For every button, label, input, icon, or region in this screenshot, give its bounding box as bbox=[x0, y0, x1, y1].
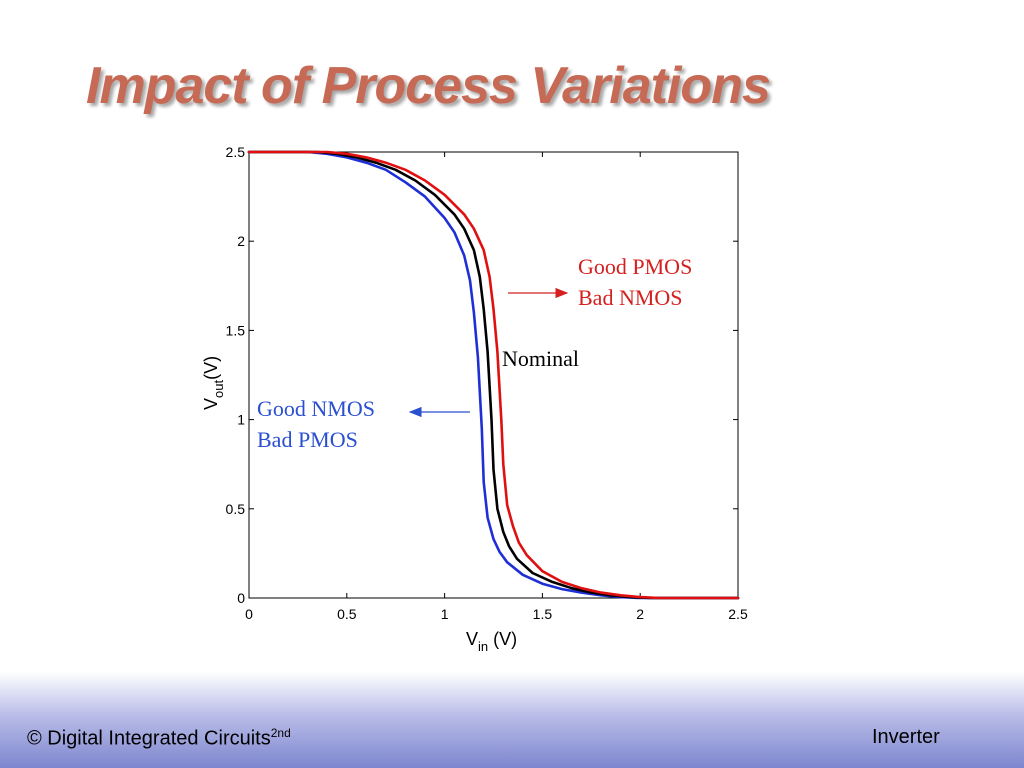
x-tick-label: 0 bbox=[245, 606, 253, 622]
x-axis-label: Vin (V) bbox=[466, 629, 517, 654]
annotation-good-nmos: Good NMOS bbox=[257, 396, 375, 421]
y-tick-label: 1 bbox=[237, 412, 245, 428]
annotation-nominal: Nominal bbox=[502, 346, 579, 371]
footer-topic: Inverter bbox=[872, 726, 940, 748]
footer-band bbox=[0, 672, 1024, 768]
y-tick-label: 2.5 bbox=[226, 144, 246, 160]
y-tick-label: 0 bbox=[237, 590, 245, 606]
y-axis-label: Vout(V) bbox=[201, 356, 226, 410]
x-tick-label: 0.5 bbox=[337, 606, 357, 622]
y-tick-label: 1.5 bbox=[226, 322, 246, 338]
x-tick-label: 1 bbox=[441, 606, 449, 622]
series-line-2 bbox=[247, 150, 740, 600]
x-tick-label: 1.5 bbox=[533, 606, 553, 622]
annotation-bad-nmos: Bad NMOS bbox=[578, 285, 683, 310]
slide-title: Impact of Process Variations bbox=[86, 57, 771, 115]
x-tick-label: 2 bbox=[636, 606, 644, 622]
series-line-1 bbox=[247, 150, 740, 600]
annotation-good-pmos: Good PMOS bbox=[578, 254, 692, 279]
y-tick-label: 2 bbox=[237, 233, 245, 249]
series-line-0 bbox=[247, 150, 740, 600]
vtc-chart: 0 0.5 1 1.5 2 2.5 0 0.5 1 1.5 2 2.5 Vin (V) Vout(V)… bbox=[201, 144, 748, 654]
footer-copyright: © Digital Integrated Circuits2nd bbox=[27, 726, 291, 750]
y-tick-label: 0.5 bbox=[226, 501, 246, 517]
annotation-bad-pmos: Bad PMOS bbox=[257, 427, 358, 452]
series-group bbox=[247, 150, 740, 600]
x-tick-label: 2.5 bbox=[728, 606, 748, 622]
plot-area bbox=[248, 151, 739, 599]
